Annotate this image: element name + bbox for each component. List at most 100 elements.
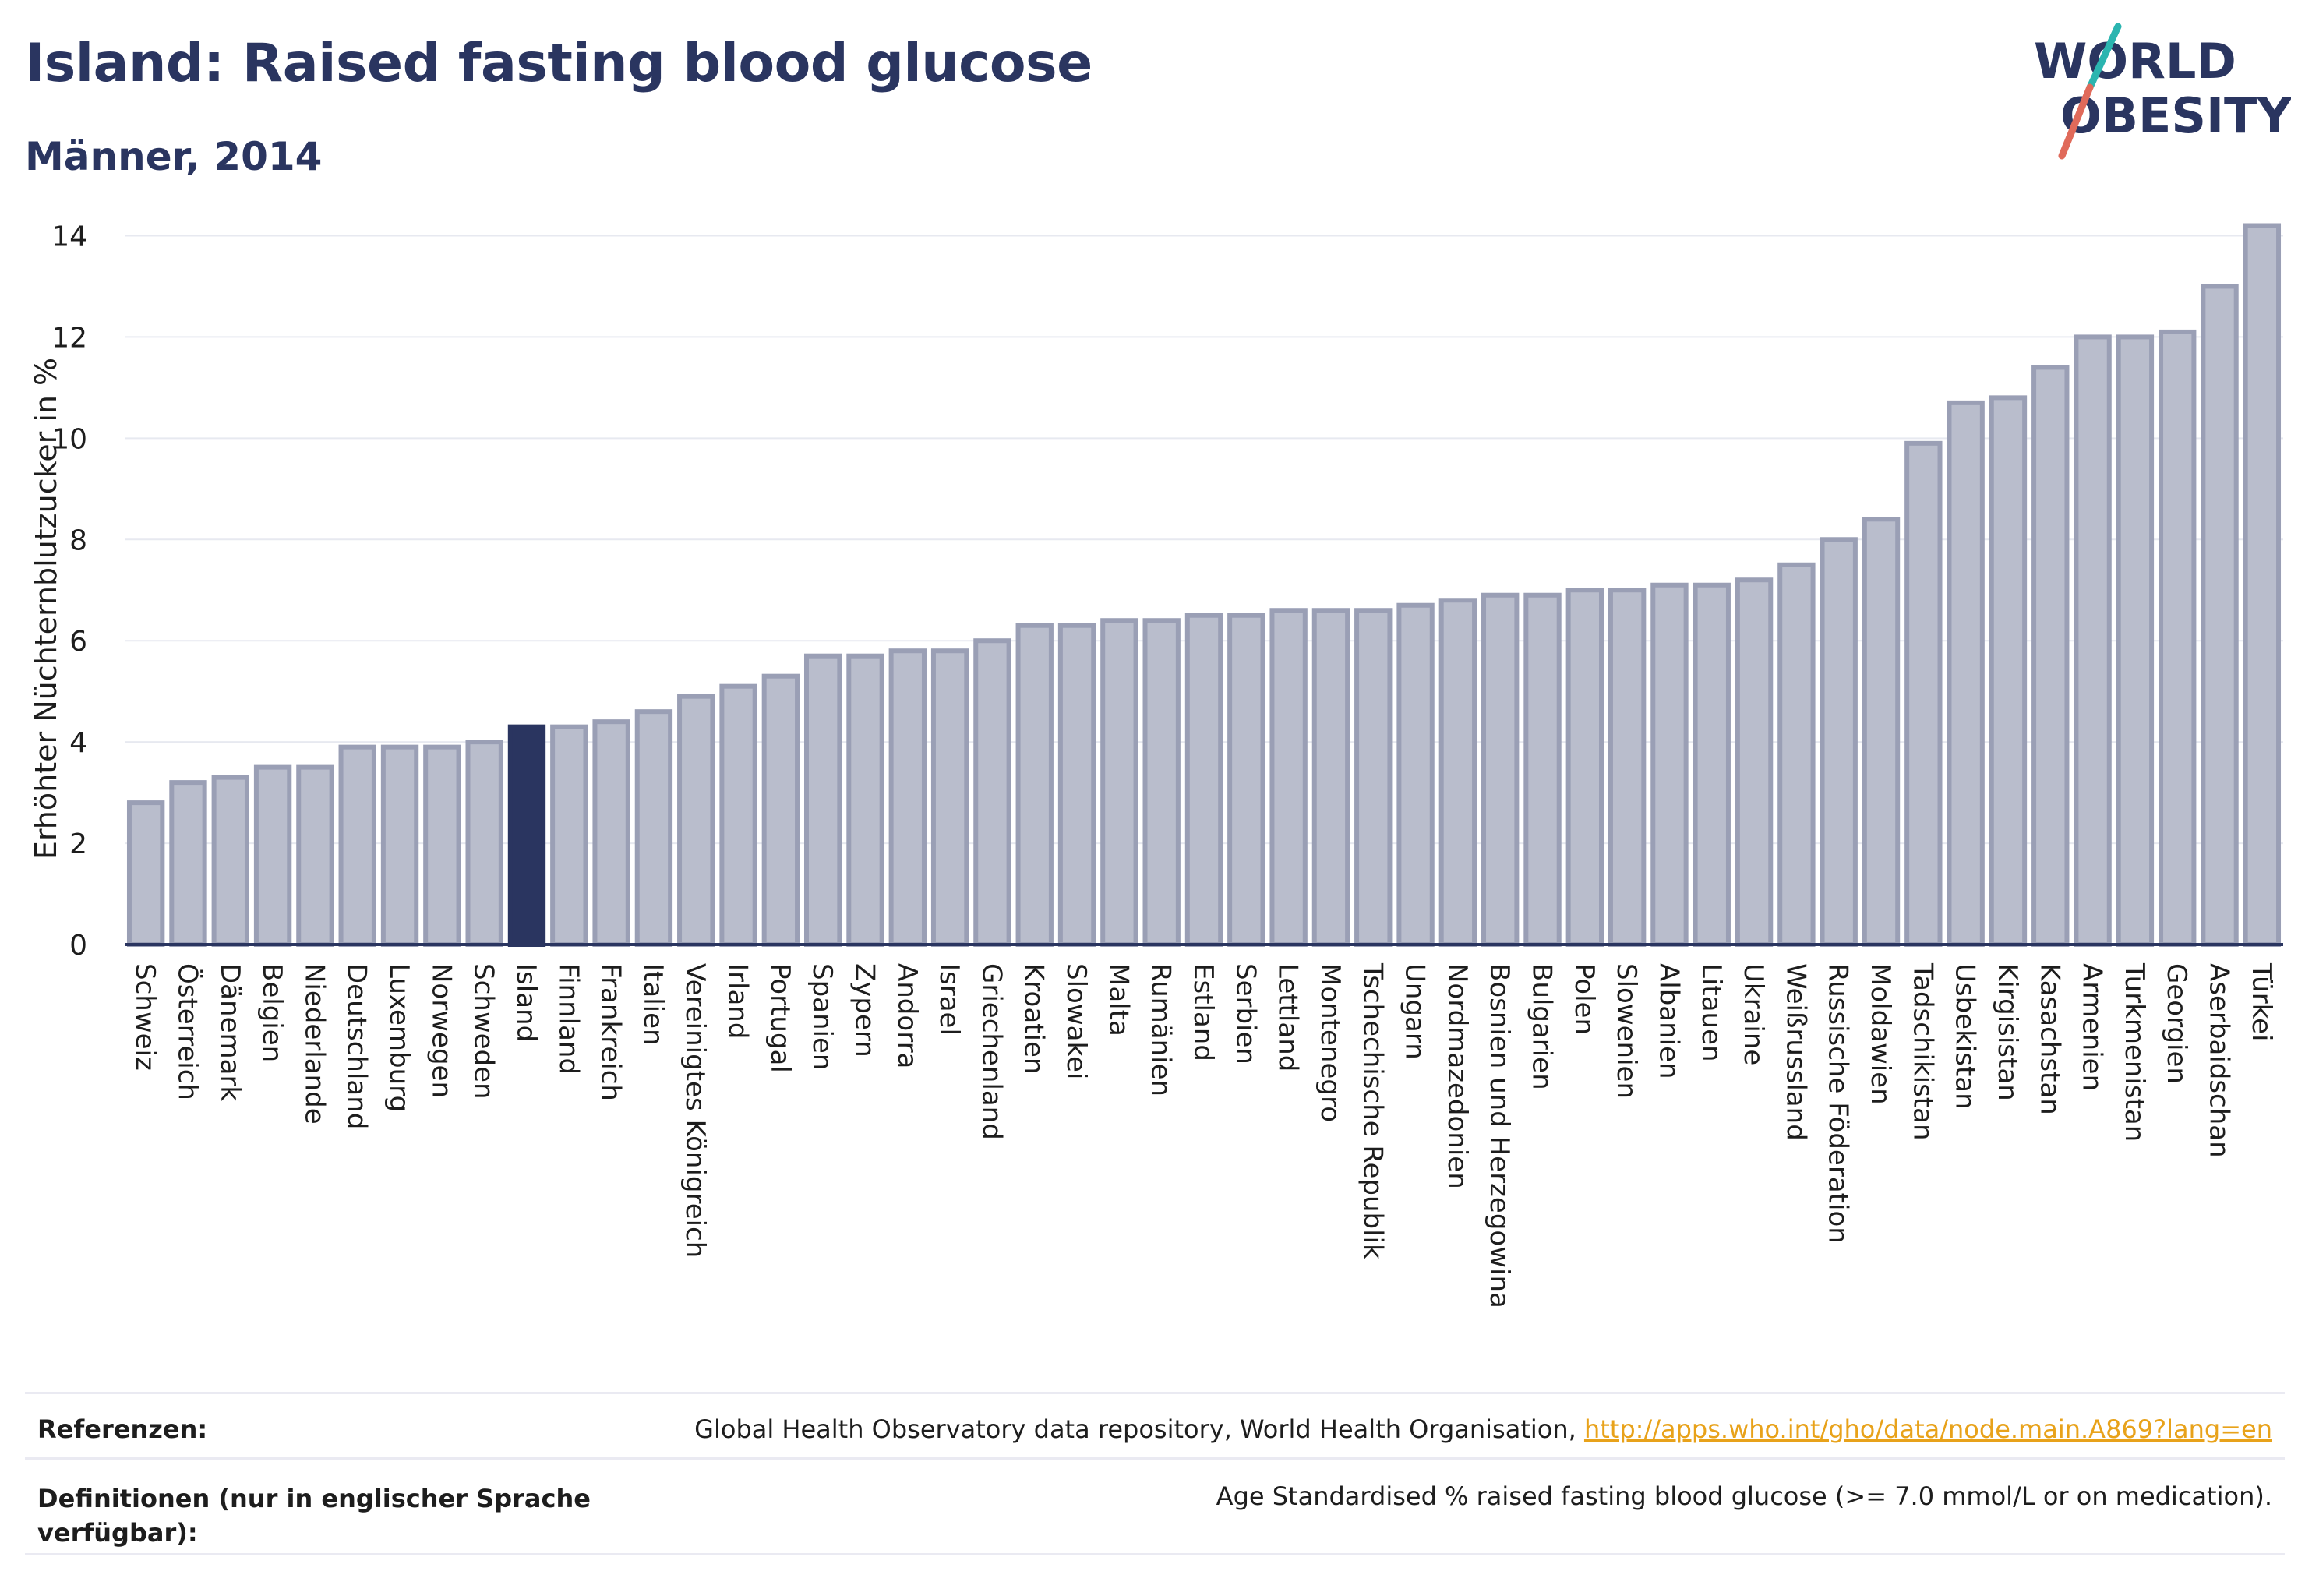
bar-dänemark [211,775,249,947]
bar-russische-föderation [1820,537,1858,947]
bars [126,223,2282,947]
y-tick-label: 8 [69,524,87,556]
x-tick-label: Albanien [1653,963,1684,1079]
x-tick-label: Tadschikistan [1907,962,1938,1141]
bar-aserbaidschan [2201,284,2239,947]
x-axis-ticks: Schweiz Österreich Dänemark Belgien Niederla… [129,962,2277,1308]
x-tick-label: Niederlande [298,963,330,1125]
bar-polen [1565,588,1604,947]
x-tick-label: Kroatien [1018,963,1050,1074]
y-tick-label: 12 [51,322,87,354]
bar-ungarn [1396,602,1435,947]
svg-text:OBESITY: OBESITY [2060,87,2291,144]
bar-kroatien [1015,623,1054,947]
bar-bosnien-und-herzegowina [1481,592,1520,947]
x-tick-label: Armenien [2077,963,2108,1091]
bar-estland [1184,613,1223,947]
bar-chart: 0 2 4 6 8 10 12 14 Schweiz Österreich Dänemark Bel… [29,221,2283,1308]
x-tick-label: Belgien [256,963,288,1062]
bar-belgien [253,764,292,947]
x-tick-label: Tschechische Republik [1357,962,1388,1259]
bar-rumänien [1142,618,1181,947]
definitions-label-line2: verfügbar): [37,1518,198,1548]
x-tick-label: Nordmazedonien [1442,963,1473,1189]
references-row: Referenzen: Global Health Observatory da… [25,1392,2285,1457]
x-tick-label: Turkmenistan [2119,962,2150,1142]
bar-österreich [169,780,207,947]
bar-deutschland [338,744,376,947]
x-tick-label: Kirgisistan [1992,963,2023,1101]
bar-spanien [803,653,842,947]
svg-text:WORLD: WORLD [2034,33,2236,90]
x-tick-label: Polen [1569,963,1600,1035]
references-text: Global Health Observatory data repositor… [694,1414,2272,1444]
world-obesity-logo: WORLD OBESITY [2034,23,2291,160]
y-tick-label: 2 [69,828,87,860]
chart-title: Island: Raised fasting blood glucose [25,33,1092,94]
x-tick-label: Montenegro [1315,963,1346,1122]
bar-island [507,724,546,947]
bar-montenegro [1311,608,1350,947]
bar-usbekistan [1947,400,1985,947]
x-tick-label: Israel [934,963,965,1036]
bar-kasachstan [2031,365,2070,947]
x-tick-label: Ungarn [1400,963,1431,1060]
x-tick-label: Litauen [1696,963,1727,1062]
x-tick-label: Estland [1188,963,1219,1061]
x-tick-label: Slowenien [1611,963,1642,1099]
y-tick-label: 6 [69,626,87,658]
definitions-row: Definitionen (nur in englischer Sprache … [25,1457,2285,1555]
bar-serbien [1227,613,1265,947]
x-tick-label: Deutschland [341,963,372,1129]
bar-griechenland [973,638,1011,947]
bar-kirgisistan [1989,395,2028,947]
y-axis-ticks: 0 2 4 6 8 10 12 14 [51,221,87,962]
x-tick-label: Griechenland [976,963,1007,1140]
x-tick-label: Moldawien [1865,963,1896,1105]
bar-bulgarien [1523,592,1562,947]
x-tick-label: Schweiz [129,963,161,1071]
bar-italien [634,709,673,947]
y-tick-label: 4 [69,727,87,759]
bar-vereinigtes-königreich [677,694,715,947]
bar-turkmenistan [2116,334,2155,947]
x-tick-label: Bosnien und Herzegowina [1484,963,1515,1308]
x-tick-label: Russische Föderation [1823,963,1854,1244]
definitions-label-line1: Definitionen (nur in englischer Sprache [37,1484,591,1513]
bar-slowakei [1057,623,1096,947]
x-tick-label: Malta [1103,963,1134,1036]
x-tick-label: Zypern [849,963,880,1058]
references-source: Global Health Observatory data repositor… [694,1414,1576,1444]
references-label: Referenzen: [37,1414,208,1444]
bar-armenien [2074,334,2112,947]
bar-luxemburg [380,744,419,947]
bar-weißrussland [1777,562,1816,947]
bar-portugal [761,673,800,947]
x-tick-label: Georgien [2161,963,2192,1084]
x-tick-label: Frankreich [595,963,627,1101]
x-tick-label: Finnland [552,963,584,1075]
bar-norwegen [423,744,461,947]
x-tick-label: Rumänien [1145,963,1177,1096]
bar-finnland [550,724,588,947]
definitions-text: Age Standardised % raised fasting blood … [1216,1481,2272,1511]
bar-albanien [1650,582,1689,947]
x-tick-label: Vereinigtes Königreich [679,963,711,1258]
x-tick-label: Ukraine [1738,963,1769,1065]
bar-zypern [846,653,884,947]
x-tick-label: Irland [722,963,754,1039]
bar-frankreich [592,719,630,947]
references-link[interactable]: http://apps.who.int/gho/data/node.main.A… [1583,1414,2272,1444]
bar-moldawien [1862,517,1901,947]
x-tick-label: Österreich [171,963,203,1100]
bar-tadschikistan [1904,440,1943,947]
bar-lettland [1269,608,1308,947]
bar-israel [930,648,969,947]
x-tick-label: Portugal [764,963,796,1073]
bar-malta [1100,618,1138,947]
x-tick-label: Slowakei [1061,963,1092,1079]
bar-andorra [888,648,927,947]
bar-schweden [465,740,503,947]
x-tick-label: Italien [637,963,669,1046]
x-tick-label: Usbekistan [1950,963,1981,1110]
